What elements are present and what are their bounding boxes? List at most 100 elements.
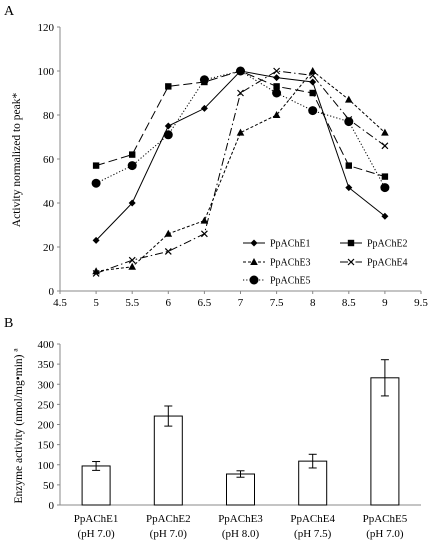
bar-group-ppache5: PpAChE5 (pH 7.0) [363, 359, 408, 540]
panel-a-x-tick-label: 4.5 [53, 297, 67, 309]
panel-b-y-tick-label: 150 [38, 440, 55, 452]
data-point-ppache3 [128, 262, 136, 270]
legend-item-ppache5: PpAChE5 [243, 275, 311, 287]
data-point-ppache5 [308, 106, 318, 116]
panel-b-ticks: 0 50 100 150 200 250 300 350 400 [38, 339, 60, 512]
data-point-ppache3 [308, 67, 317, 74]
category-label: PpAChE3 [218, 513, 263, 525]
series-line-ppache2 [95, 70, 386, 178]
panel-b-y-axis-label: Enzyme activity (nmol/mg•min) ª [13, 348, 25, 504]
panel-a-x-tick-label: 9.5 [414, 297, 428, 309]
legend-label: PpAChE1 [270, 239, 311, 250]
series-ppache5 [91, 66, 390, 193]
data-point-ppache4 [164, 247, 172, 255]
panel-b-y-tick-label: 50 [43, 480, 55, 492]
series-ppache2 [92, 67, 389, 180]
category-ph-label: (pH 7.0) [366, 528, 404, 540]
panel-b-y-tick-label: 350 [38, 359, 55, 371]
panel-b-y-tick-label: 100 [38, 460, 55, 472]
data-point-ppache1 [381, 212, 389, 220]
legend: PpAChE1 PpAChE2 PpAChE3 PpAChE4 PpAChE5 [243, 239, 408, 287]
category-ph-label: (pH 7.0) [150, 528, 188, 540]
panel-a-x-tick-label: 9 [382, 297, 388, 309]
data-point-ppache1 [164, 122, 172, 130]
data-point-ppache3 [272, 111, 281, 118]
panel-a-y-tick-label: 120 [38, 22, 55, 34]
panel-a-ticks: 0 20 40 60 80 100 120 4.5 5 5.5 6 6.5 7 7.5 8 8.5 9 9.5 [38, 22, 429, 309]
category-label: PpAChE5 [363, 513, 408, 525]
panel-a-label: A [4, 4, 15, 19]
bar [226, 473, 255, 506]
data-point-ppache2 [92, 162, 100, 169]
data-point-ppache4 [128, 256, 136, 264]
data-point-ppache4 [381, 142, 389, 150]
panel-a-y-tick-label: 100 [38, 66, 55, 78]
data-point-ppache2 [273, 83, 280, 90]
data-point-ppache2 [165, 83, 172, 90]
data-point-ppache1 [345, 184, 353, 192]
series-line-ppache1 [95, 70, 386, 241]
panel-b: B Enzyme activity (nmol/mg•min) ª 0 50 100… [4, 316, 421, 540]
legend-marker [347, 258, 355, 266]
data-point-ppache4 [92, 269, 100, 277]
data-point-ppache5 [127, 161, 137, 171]
data-point-ppache1 [200, 104, 208, 112]
panel-b-y-tick-label: 300 [38, 379, 55, 391]
panel-b-bars: PpAChE1 (pH 7.0) PpAChE2 (pH 7.0) PpAChE3 (pH… [74, 359, 408, 540]
data-point-ppache1 [128, 199, 136, 207]
panel-a-x-tick-label: 5.5 [125, 297, 139, 309]
panel-a-x-tick-label: 6 [166, 297, 172, 309]
bar-group-ppache3: PpAChE3 (pH 8.0) [218, 470, 263, 540]
data-point-ppache5 [236, 66, 245, 76]
panel-a-y-tick-label: 60 [43, 154, 55, 166]
legend-label: PpAChE4 [367, 258, 408, 269]
data-point-ppache5 [272, 88, 282, 98]
panel-a-y-tick-label: 80 [43, 110, 55, 122]
data-point-ppache4 [237, 89, 244, 97]
panel-a-x-tick-label: 8.5 [342, 297, 356, 309]
panel-a-y-axis-label: Activity normalized to peak* [11, 93, 23, 228]
legend-label: PpAChE5 [270, 276, 311, 287]
data-point-ppache2 [381, 173, 389, 180]
data-point-ppache4 [273, 67, 281, 75]
panel-a-x-tick-label: 8 [310, 297, 316, 309]
legend-item-ppache3: PpAChE3 [243, 258, 311, 269]
category-ph-label: (pH 8.0) [222, 528, 260, 540]
series-ppache3 [92, 67, 389, 275]
panel-a: A Activity normalized to peak* 0 20 40 60 80… [4, 4, 428, 309]
legend-item-ppache1: PpAChE1 [243, 239, 311, 250]
legend-marker [249, 275, 259, 285]
legend-item-ppache4: PpAChE4 [340, 258, 408, 269]
category-label: PpAChE1 [74, 513, 119, 525]
bar-group-ppache2: PpAChE2 (pH 7.0) [146, 405, 191, 540]
legend-label: PpAChE2 [367, 239, 408, 250]
data-point-ppache5 [163, 130, 173, 140]
panel-b-y-tick-label: 400 [38, 339, 55, 351]
series-ppache4 [92, 67, 389, 277]
category-ph-label: (pH 7.0) [77, 528, 115, 540]
panel-a-y-tick-label: 40 [43, 198, 55, 210]
data-point-ppache3 [200, 216, 209, 224]
data-point-ppache1 [92, 236, 100, 244]
data-point-ppache2 [309, 89, 316, 97]
data-point-ppache5 [91, 178, 101, 188]
panel-a-y-tick-label: 20 [43, 242, 55, 254]
data-point-ppache3 [345, 95, 353, 103]
panel-a-x-tick-label: 6.5 [198, 297, 212, 309]
panel-b-label: B [4, 316, 13, 331]
legend-marker [250, 239, 258, 247]
panel-a-series [91, 66, 390, 277]
panel-b-y-tick-label: 250 [38, 399, 55, 411]
bar [370, 377, 400, 506]
data-point-ppache3 [164, 229, 173, 237]
data-point-ppache2 [129, 151, 136, 158]
data-point-ppache1 [309, 78, 317, 86]
bar [153, 415, 183, 506]
panel-a-x-tick-label: 5 [93, 297, 99, 309]
bar-group-ppache4: PpAChE4 (pH 7.5) [290, 453, 336, 540]
legend-label: PpAChE3 [270, 258, 311, 269]
data-point-ppache3 [381, 128, 389, 136]
data-point-ppache5 [199, 75, 209, 85]
category-label: PpAChE4 [290, 513, 335, 525]
